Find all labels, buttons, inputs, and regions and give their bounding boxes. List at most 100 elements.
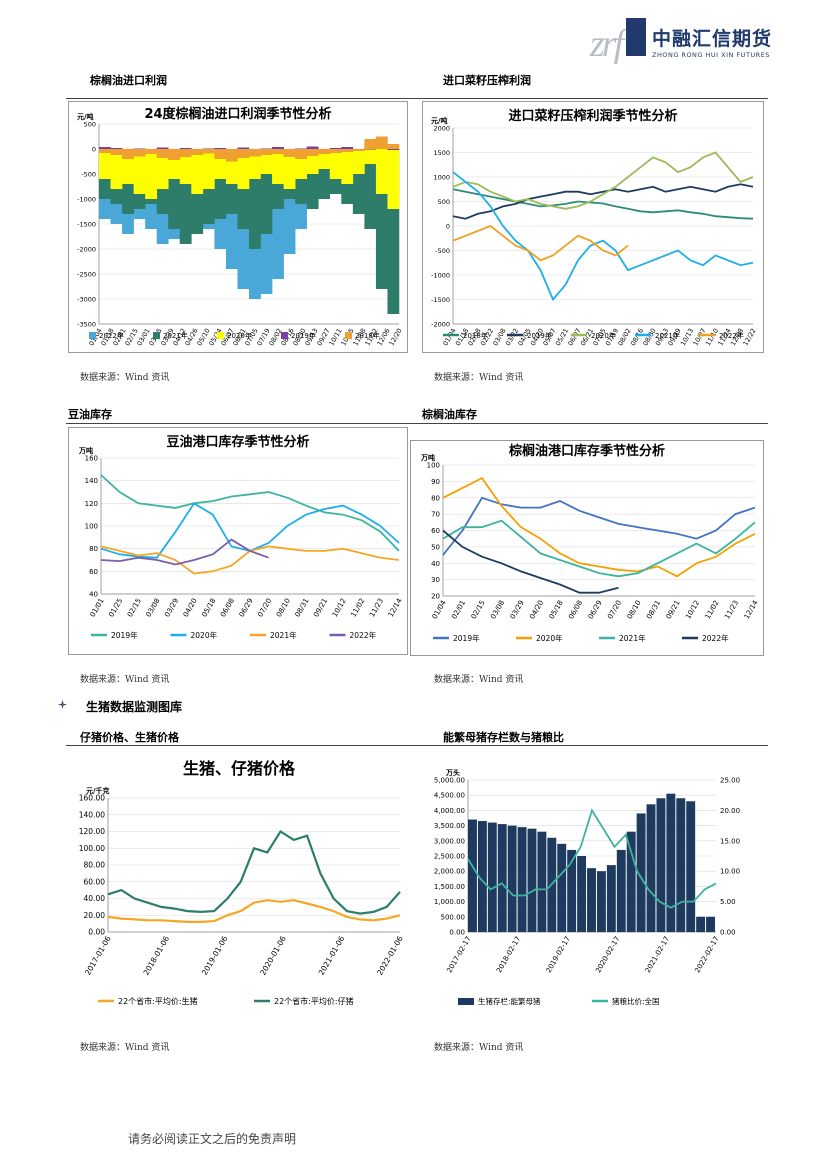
source-note: 数据来源：Wind 资讯 [80,675,170,685]
x-tick-label: 06/29 [587,599,604,620]
chart-sow-stock: 万头 5,000.00 4,500.00 4,000.00 3,500.00 3,000.… [422,762,762,1022]
legend-label: 2018年 [355,331,380,340]
data-bar [306,149,319,174]
data-bar [375,136,388,149]
data-bar [352,149,365,174]
data-bar [225,149,238,184]
x-tick-label: 09/21 [312,597,329,618]
data-series-line [107,829,401,915]
data-series-line [100,474,400,552]
data-bar [686,801,696,932]
chart-hog-price: 生猪、仔猪价格 元/千克 160.00 140.00 120.00 100.00 80.00… [68,752,410,1022]
divider [66,745,768,746]
y-tick-label: 120.00 [79,827,105,836]
y-tick-label: 60 [89,568,98,576]
y-tick-label: -1000 [77,196,96,204]
x-tick-label: 10/12 [331,597,348,618]
x-tick-label: 02/15 [126,597,143,618]
x-tick-label: 08/31 [645,599,662,620]
data-bar [341,149,354,152]
divider [66,423,768,424]
legend-label: 2020年 [191,630,218,640]
data-bar [696,916,706,932]
data-bar [179,149,192,184]
x-tick-label: 2017-01-06 [83,934,113,976]
data-bar [110,149,123,155]
data-bar [110,148,123,149]
x-tick-label: 03/29 [509,599,526,620]
x-tick-label: 2018-02-17 [495,935,522,974]
data-bar [99,149,111,179]
data-bar [295,149,307,179]
source-note: 数据来源：Wind 资讯 [434,1043,524,1053]
data-bar [318,149,331,199]
y-tick-label: 100 [85,523,98,531]
y-axis-unit: 元/吨 [77,112,94,121]
legend-label: 2020年 [536,633,563,643]
section-title-palm-stock: 棕榈油库存 [422,408,477,421]
y-tick-label: -2000 [431,321,450,329]
x-tick-label: 2019-02-17 [545,935,572,974]
legend-swatch [89,332,96,339]
y-tick-label: 500 [438,198,450,206]
x-tick-label: 01/25 [107,597,124,618]
data-bar [329,149,342,153]
data-bar [375,149,388,194]
section-title-rapeseed-profit: 进口菜籽压榨利润 [443,74,531,87]
legend-label: 2021年 [655,331,680,340]
data-series-line [467,808,717,909]
data-bar [179,148,192,149]
logo-en-name: ZHONG RONG HUI XIN FUTURES [652,51,770,59]
data-bar [156,149,169,189]
data-bar [168,149,181,229]
data-series-line [452,224,629,262]
legend-swatch [217,332,224,339]
x-tick-label: 12/14 [387,597,404,619]
x-tick-label: 2020-01-06 [258,934,288,976]
data-bar [537,831,547,932]
data-series-line [100,502,400,559]
y2-tick-label: 0.00 [720,929,736,937]
data-bar [260,149,273,155]
y-tick-label: 1,000.00 [434,898,465,906]
legend-label: 2022年 [99,331,124,340]
x-tick-label: 2022-01-06 [375,934,405,976]
data-bar [202,149,215,189]
chart-title: 进口菜籽压榨利润季节性分析 [508,108,677,124]
y-tick-label: -3500 [77,321,96,329]
data-bar [616,849,626,932]
x-tick-label: 06/08 [219,597,236,618]
data-bar [517,827,527,932]
legend-swatch [281,332,288,339]
data-bar [606,865,616,932]
chart-palm-profit: 24度棕榈油进口利润季节性分析 元/吨 500 0 -500 -1000 -1500 -200… [68,101,408,353]
section-title-palm-profit: 棕榈油进口利润 [90,74,167,87]
logo-bar [626,18,646,56]
data-bar [179,149,192,244]
data-bar [375,149,388,289]
chart-title: 24度棕榈油进口利润季节性分析 [144,106,331,122]
y-tick-label: 1000 [433,174,450,182]
source-note: 数据来源：Wind 资讯 [434,373,524,383]
x-tick-label: 01/04 [431,599,448,621]
x-tick-label: 08/10 [275,597,292,618]
data-bar [283,149,296,157]
data-bar [191,149,204,194]
data-bar [249,149,261,249]
y-tick-label: -1500 [77,221,96,229]
data-bar [214,148,227,149]
x-tick-label: 03/08 [489,599,506,620]
x-tick-label: 2018-01-06 [142,934,172,976]
y-tick-label: 140.00 [79,810,105,819]
x-tick-label: 11/23 [368,597,385,618]
chart-sow-stock-svg: 万头5,000.00 4,500.00 4,000.00 3,500.00 3,000.… [434,768,740,1006]
y-tick-label: 40 [431,560,440,568]
x-tick-label: 11/23 [723,599,740,620]
data-bar [487,822,497,932]
x-tick-label: 2017-02-17 [445,935,472,974]
data-bar [477,821,487,932]
x-tick-label: 07/20 [606,599,623,620]
y2-tick-label: 5.00 [720,898,736,906]
data-bar [341,149,354,184]
